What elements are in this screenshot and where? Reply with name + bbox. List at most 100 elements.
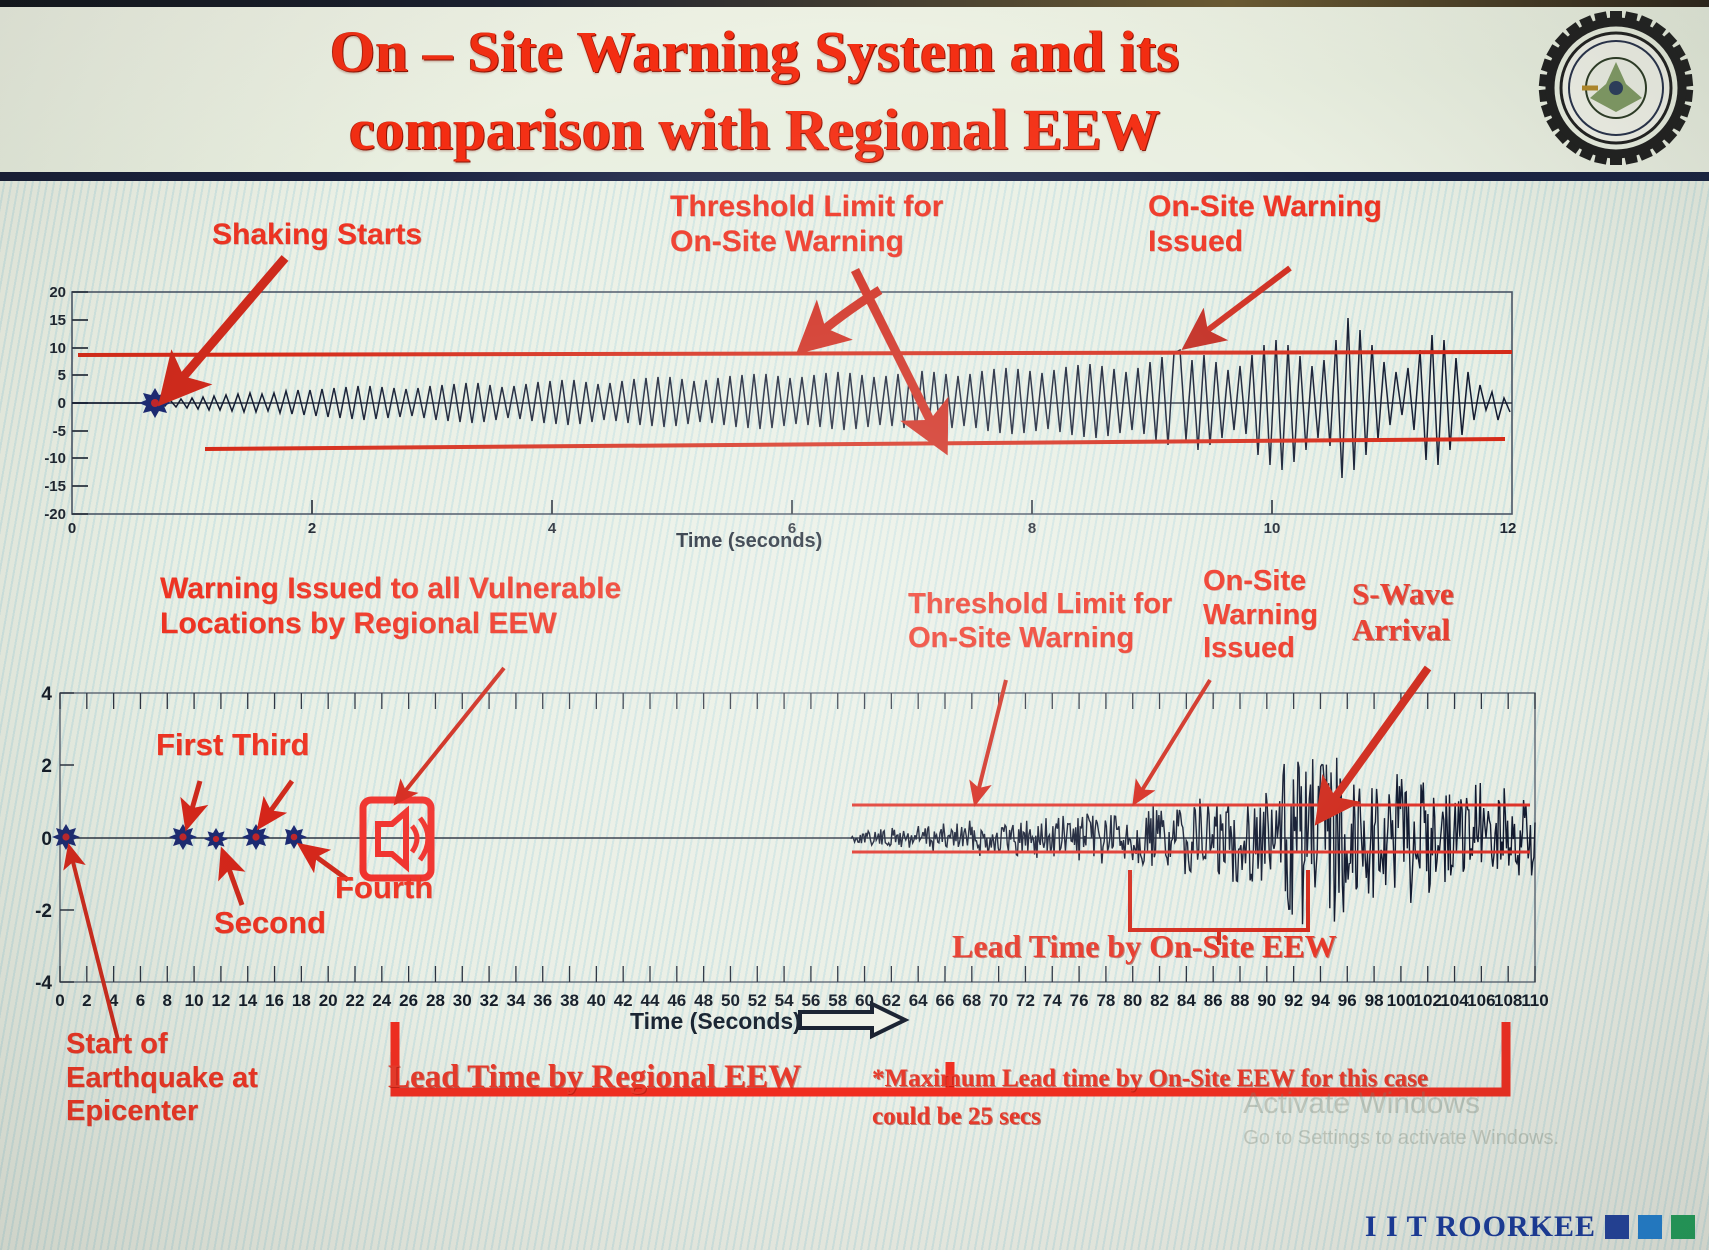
- svg-text:2: 2: [308, 520, 316, 537]
- svg-text:32: 32: [480, 991, 499, 1010]
- watermark-line1: Activate Windows: [1243, 1087, 1481, 1120]
- station-marker-third: [242, 824, 270, 850]
- svg-text:15: 15: [49, 312, 66, 329]
- start-eq-l1: Start of: [66, 1028, 168, 1060]
- station-marker-first: [169, 824, 197, 850]
- onsite-warning-bottom-l2: Warning: [1203, 598, 1318, 631]
- page-title-line1: On – Site Warning System and its: [330, 19, 1180, 84]
- svg-text:76: 76: [1070, 991, 1089, 1010]
- onsite-warning-bottom-l3: Issued: [1203, 632, 1295, 665]
- svg-text:10: 10: [49, 340, 66, 357]
- station-marker-second: [204, 828, 228, 850]
- svg-text:56: 56: [801, 991, 820, 1010]
- start-eq-l3: Epicenter: [66, 1095, 199, 1128]
- footer-brand: I I T ROORKEE: [1364, 1210, 1596, 1243]
- regional-warning-arrow: [393, 666, 506, 806]
- photo-top-edge: [0, 0, 1709, 7]
- lead-time-onsite-label: Lead Time by On-Site EEW: [952, 928, 1337, 964]
- threshold-limit-label-top-l1: Threshold Limit for: [670, 190, 944, 223]
- top-chart-x-tick-labels: 0 2 4 6 8 10 12: [68, 520, 1517, 537]
- top-threshold-lower: [204, 437, 1506, 451]
- top-chart-y-tick-labels: 20 15 10 5 0 -5 -10 -15 -20: [44, 284, 66, 523]
- svg-text:5: 5: [58, 367, 66, 384]
- svg-text:74: 74: [1043, 991, 1062, 1010]
- svg-text:90: 90: [1257, 991, 1276, 1010]
- station-marker-fourth: [281, 825, 307, 849]
- fourth-arrow: [296, 842, 350, 883]
- svg-text:54: 54: [775, 991, 794, 1010]
- second-label: Second: [214, 905, 326, 940]
- svg-text:10: 10: [1264, 520, 1281, 537]
- svg-text:42: 42: [614, 991, 633, 1010]
- start-eq-arrow: [63, 843, 120, 1041]
- svg-text:28: 28: [426, 991, 445, 1010]
- svg-text:48: 48: [694, 991, 713, 1010]
- start-earthquake-label: Start of Earthquake at Epicenter: [66, 1028, 258, 1129]
- svg-text:18: 18: [292, 991, 311, 1010]
- svg-text:36: 36: [533, 991, 552, 1010]
- onsite-warning-issued-top-l1: On-Site Warning: [1148, 190, 1382, 223]
- bottom-onsite-warning-arrow: [1132, 678, 1212, 807]
- svg-text:-4: -4: [35, 973, 52, 994]
- svg-text:0: 0: [55, 991, 64, 1010]
- svg-text:50: 50: [721, 991, 740, 1010]
- svg-text:106: 106: [1467, 991, 1495, 1010]
- svg-text:44: 44: [641, 991, 660, 1010]
- watermark-line2: Go to Settings to activate Windows.: [1243, 1127, 1559, 1149]
- station-marker-epicenter: [52, 824, 80, 850]
- page-title: On – Site Warning System and its compari…: [140, 13, 1370, 169]
- activate-windows-watermark: Activate Windows Go to Settings to activ…: [1243, 1087, 1559, 1155]
- regional-warning-label: Warning Issued to all Vulnerable Locatio…: [160, 572, 621, 642]
- onsite-warning-bottom-l1: On-Site: [1203, 565, 1307, 597]
- svg-text:104: 104: [1440, 991, 1469, 1010]
- bottom-chart-trace: [850, 757, 1536, 925]
- footnote: *Maximum Lead time by On-Site EEW for th…: [872, 1060, 1428, 1135]
- footer-square-3: [1671, 1215, 1695, 1239]
- svg-text:20: 20: [319, 991, 338, 1010]
- lead-time-onsite-bracket: [1128, 870, 1310, 932]
- svg-text:98: 98: [1365, 991, 1384, 1010]
- svg-text:0: 0: [68, 520, 76, 537]
- onsite-warning-issued-top-l2: Issued: [1148, 224, 1244, 258]
- svg-text:62: 62: [882, 991, 901, 1010]
- svg-text:8: 8: [163, 991, 172, 1010]
- shaking-starts-arrow: [157, 255, 289, 407]
- broadcast-warning-icon: [359, 796, 435, 882]
- footer-square-2: [1638, 1215, 1662, 1239]
- svg-text:-2: -2: [35, 901, 52, 922]
- svg-text:12: 12: [1500, 520, 1517, 537]
- svg-text:52: 52: [748, 991, 767, 1010]
- svg-text:0: 0: [41, 829, 52, 850]
- svg-text:-20: -20: [44, 506, 66, 523]
- svg-text:78: 78: [1096, 991, 1115, 1010]
- svg-text:64: 64: [909, 991, 928, 1010]
- threshold-limit-label-top: Threshold Limit for On-Site Warning: [670, 190, 943, 260]
- header-divider: [0, 172, 1709, 181]
- bottom-threshold-arrow: [969, 679, 1008, 807]
- svg-text:96: 96: [1338, 991, 1357, 1010]
- svg-text:2: 2: [82, 991, 91, 1010]
- regional-warning-l2: Locations by Regional EEW: [160, 606, 557, 640]
- svg-text:24: 24: [372, 991, 391, 1010]
- svg-text:68: 68: [962, 991, 981, 1010]
- svg-text:4: 4: [41, 684, 52, 705]
- bottom-chart-x-axis-label: Time (Seconds): [630, 1008, 801, 1034]
- svg-text:2: 2: [41, 756, 52, 777]
- svg-text:46: 46: [667, 991, 686, 1010]
- svg-text:60: 60: [855, 991, 874, 1010]
- top-threshold-upper: [77, 350, 1513, 357]
- iit-roorkee-gear-logo: [1538, 11, 1694, 165]
- svg-text:22: 22: [346, 991, 365, 1010]
- bottom-chart-frame: [59, 692, 1536, 983]
- footnote-line2: could be 25 secs: [872, 1102, 1041, 1130]
- svg-text:70: 70: [989, 991, 1008, 1010]
- onsite-warning-issued-label-bottom: On-Site Warning Issued: [1203, 565, 1318, 666]
- svg-text:4: 4: [548, 520, 557, 537]
- svg-text:86: 86: [1204, 991, 1223, 1010]
- svg-text:40: 40: [587, 991, 606, 1010]
- slide-header: On – Site Warning System and its compari…: [0, 7, 1709, 172]
- svg-text:6: 6: [788, 520, 796, 537]
